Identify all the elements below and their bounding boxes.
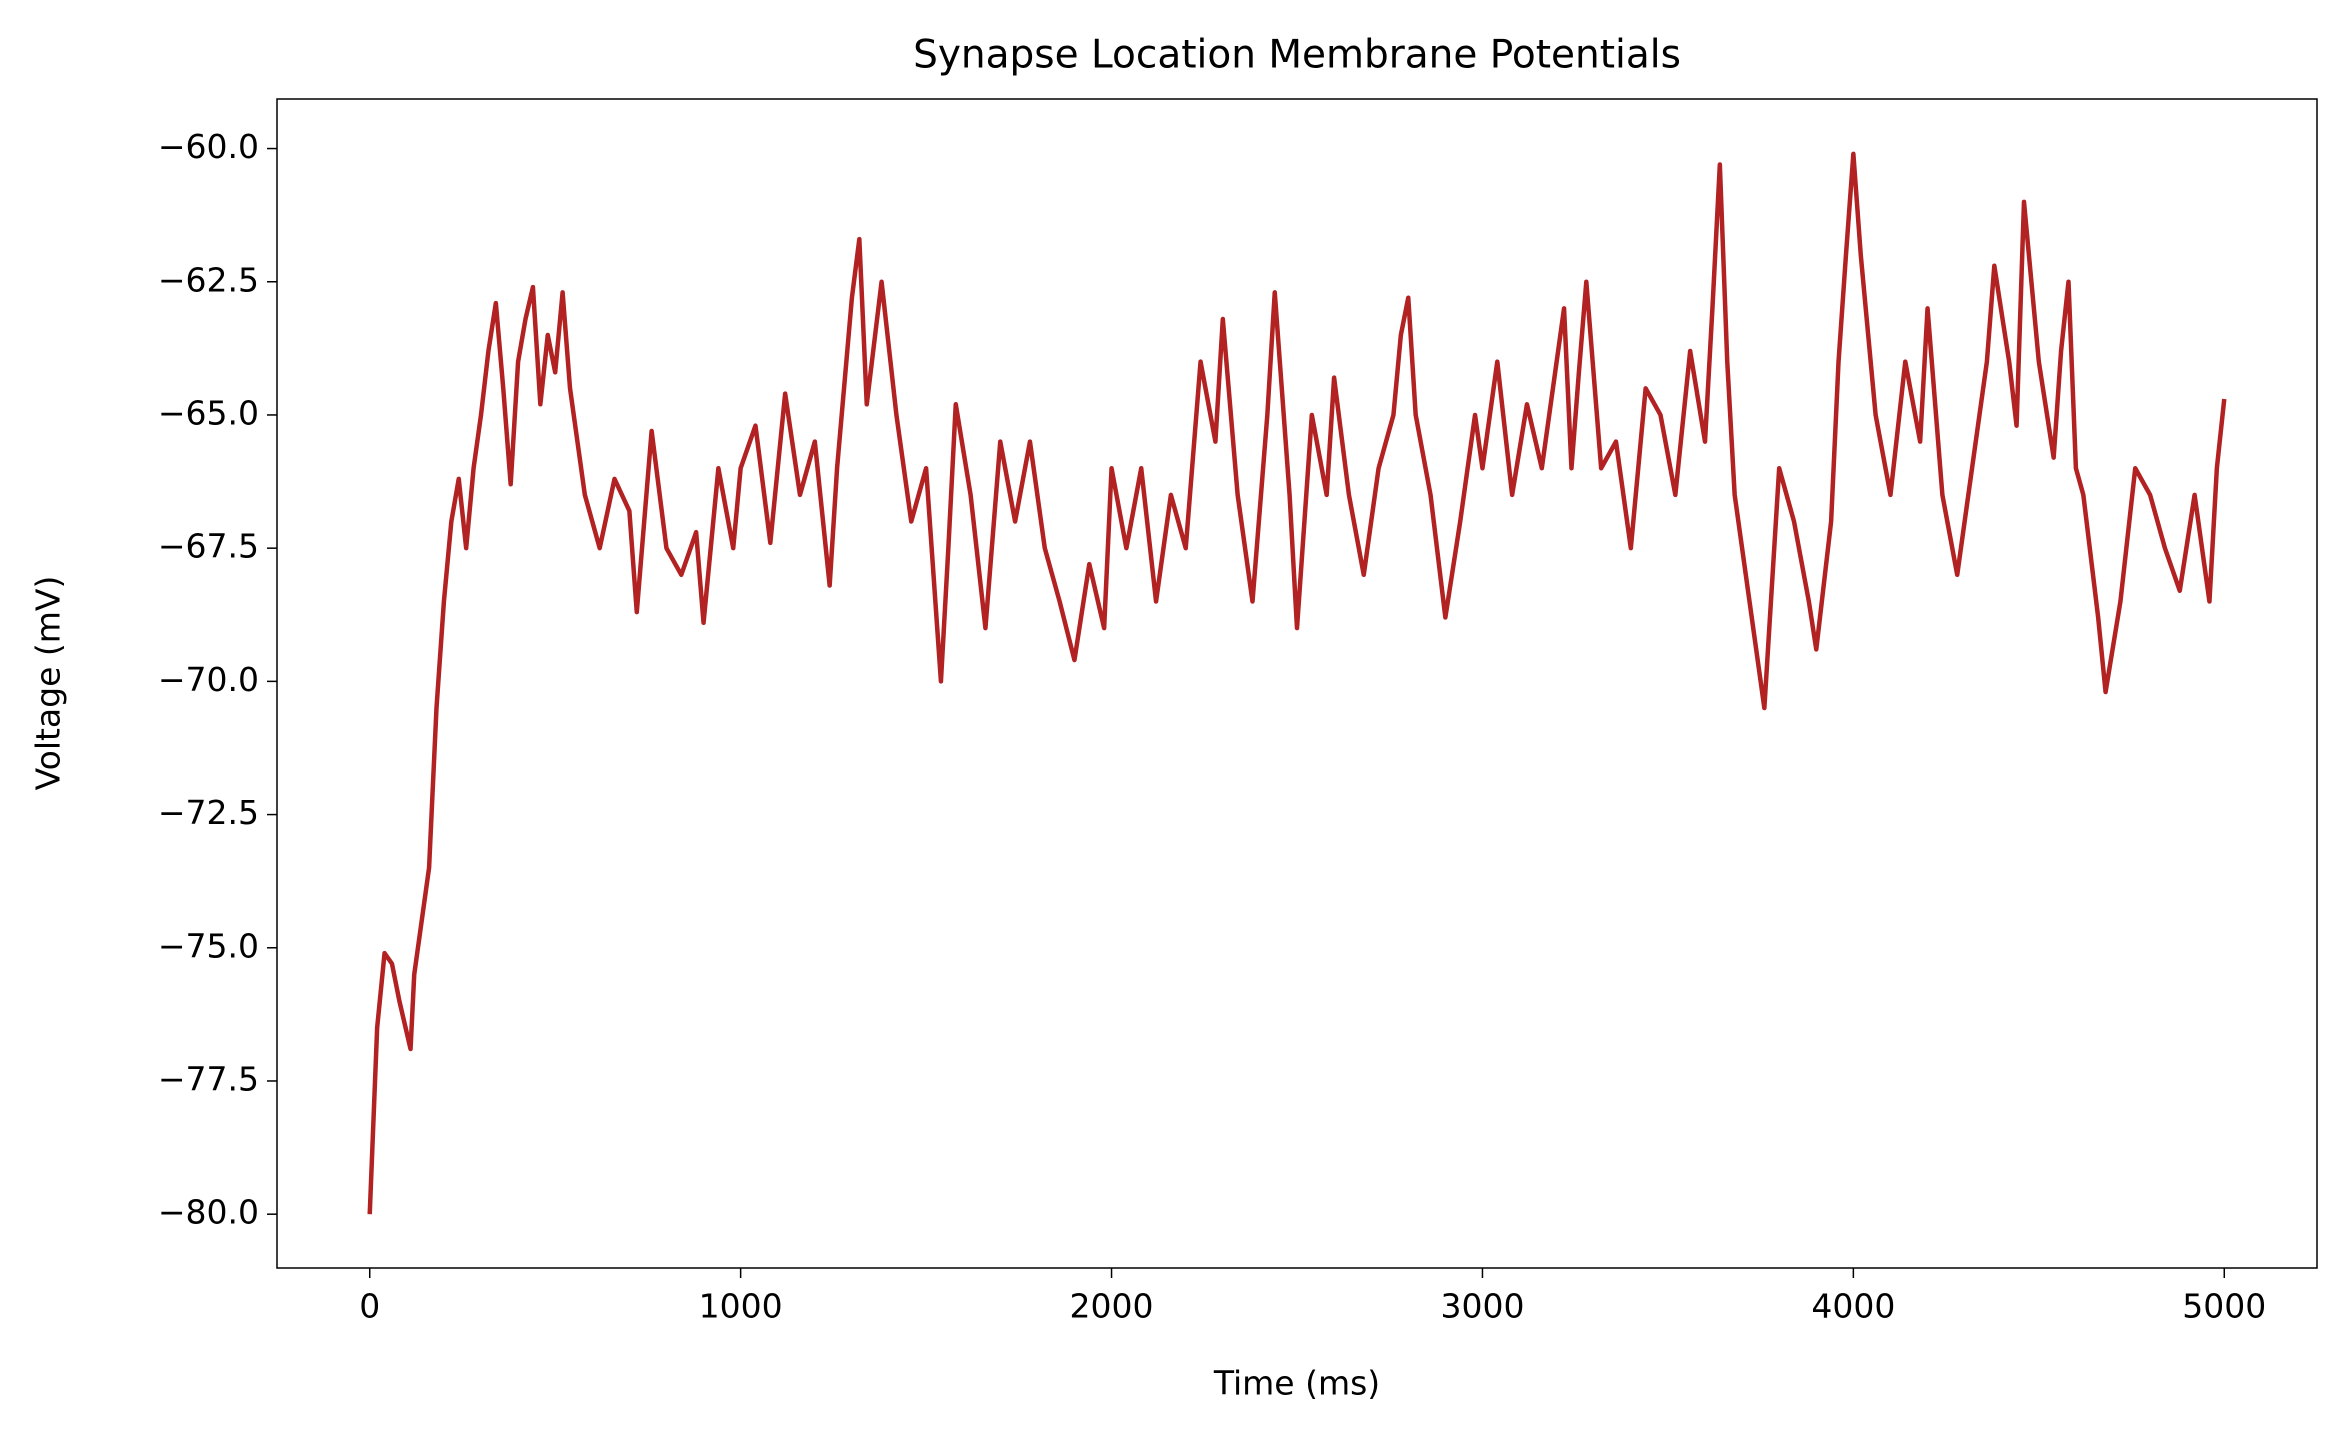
- y-tick-label: −67.5: [158, 527, 259, 566]
- y-tick-label: −62.5: [158, 260, 259, 299]
- plot-frame: [276, 98, 2318, 1269]
- y-tick-label: −70.0: [158, 660, 259, 699]
- y-tick-label: −65.0: [158, 393, 259, 432]
- x-tick-label: 5000: [2182, 1287, 2266, 1326]
- y-tick-label: −72.5: [158, 793, 259, 832]
- x-tick-label: 1000: [699, 1287, 783, 1326]
- y-tick-label: −77.5: [158, 1059, 259, 1098]
- x-tick-label: 4000: [1811, 1287, 1895, 1326]
- y-tick-label: −80.0: [158, 1193, 259, 1232]
- data-line: [367, 151, 2227, 1215]
- chart-title: Synapse Location Membrane Potentials: [913, 33, 1681, 78]
- x-tick-label: 3000: [1440, 1287, 1524, 1326]
- y-tick-label: −75.0: [158, 926, 259, 965]
- y-axis-label: Voltage (mV): [29, 576, 68, 791]
- x-axis-label: Time (ms): [1213, 1364, 1380, 1403]
- y-tick-label: −60.0: [158, 127, 259, 166]
- x-tick-label: 0: [359, 1287, 380, 1326]
- x-tick-label: 2000: [1070, 1287, 1154, 1326]
